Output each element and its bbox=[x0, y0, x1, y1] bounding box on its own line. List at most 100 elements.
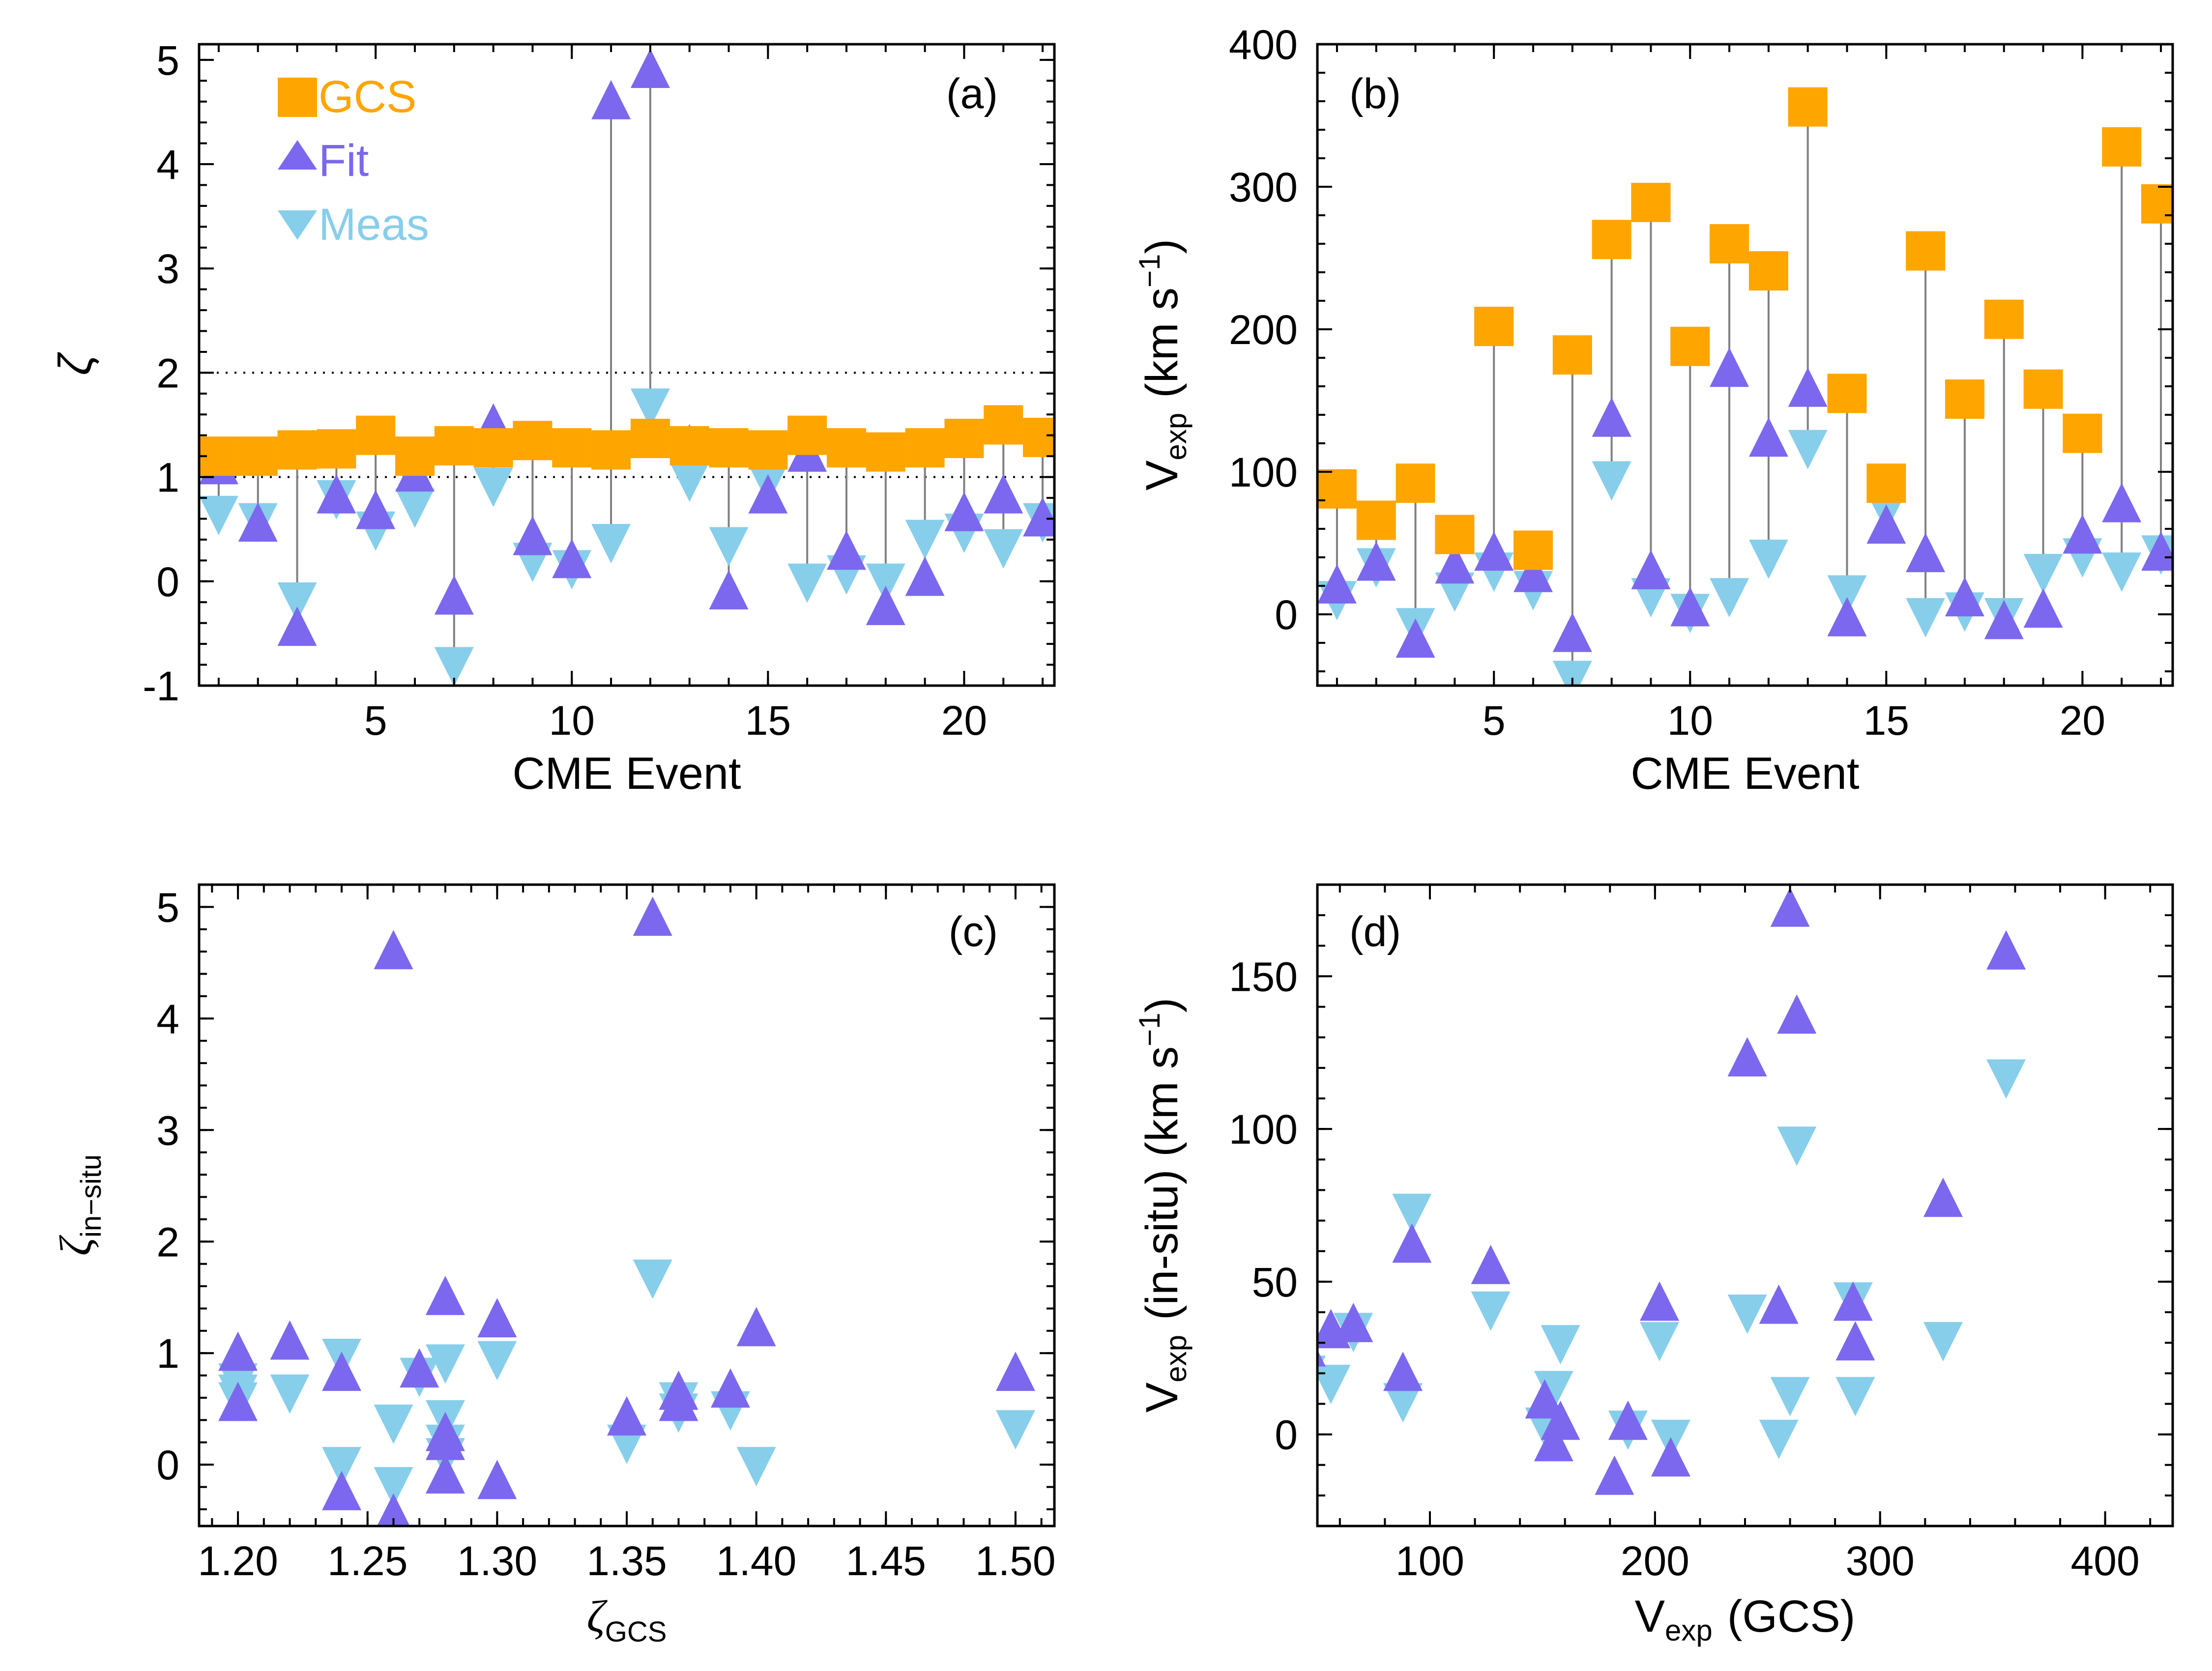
panel-a-meas-point bbox=[866, 563, 905, 603]
panel-a-gcs-point bbox=[748, 430, 788, 470]
panel-c-label: (c) bbox=[949, 908, 998, 955]
panel-a-gcs-point bbox=[866, 432, 905, 472]
panel-d-y-axis-title: Vexp(in-situ) (km s−1) bbox=[1133, 998, 1193, 1412]
legend-gcs-label: GCS bbox=[319, 72, 416, 122]
panel-b-fit-point bbox=[1513, 552, 1553, 592]
panel-c-fit-point bbox=[400, 1348, 439, 1388]
panel-a-gcs-point bbox=[552, 428, 592, 468]
panel-b-gcs-point bbox=[1748, 251, 1788, 291]
panel-a-gcs-point bbox=[1023, 417, 1054, 457]
panel-b-fit-point bbox=[1945, 577, 1984, 617]
panel-b-x-axis-title: CME Event bbox=[1630, 749, 1859, 799]
panel-c-x-axis-title: ζGCS bbox=[587, 1591, 667, 1648]
panel-b-y-tick-label: 300 bbox=[1229, 164, 1298, 210]
panel-b-fit-point bbox=[1435, 544, 1475, 584]
panel-a-x-tick-label: 15 bbox=[745, 697, 791, 744]
panel-a-fit-point bbox=[277, 606, 317, 646]
panel-a-meas-point bbox=[669, 462, 709, 502]
panel-a-fit-point bbox=[826, 530, 866, 570]
panel-b-y-tick-label: 100 bbox=[1229, 449, 1298, 495]
panel-a-fit-point bbox=[317, 474, 356, 514]
panel-c-meas-point bbox=[736, 1447, 776, 1487]
panel-a-meas-point bbox=[984, 529, 1023, 569]
panel-b-fit-point bbox=[1710, 347, 1749, 387]
panel-a-gcs-point bbox=[238, 436, 278, 476]
panel-a-gcs-point bbox=[356, 415, 396, 455]
panel-d-meas-point bbox=[1835, 1377, 1875, 1416]
panel-b-fit-point bbox=[2141, 531, 2173, 571]
panel-b-y-tick-label: 0 bbox=[1275, 592, 1298, 638]
panel-a-gcs-point bbox=[944, 419, 984, 459]
panel-a-fit-point bbox=[238, 502, 278, 542]
panel-b-fit-point bbox=[2063, 514, 2102, 554]
panel-a-y-tick-label: 2 bbox=[156, 350, 179, 396]
panel-b-fit-point bbox=[2023, 588, 2063, 628]
panel-a-meas-point bbox=[905, 519, 945, 559]
panel-b-gcs-point bbox=[1984, 299, 2024, 339]
panel-d-fit-point bbox=[1608, 1400, 1648, 1440]
panel-b-x-tick-label: 5 bbox=[1483, 697, 1506, 744]
panel-a-fit-point bbox=[513, 516, 553, 555]
panel-a-fit-point bbox=[434, 575, 474, 615]
panel-b-meas-point bbox=[1552, 661, 1592, 686]
panel-c-fit-point bbox=[425, 1420, 465, 1460]
panel-a-gcs-point bbox=[826, 428, 866, 468]
panel-b-fit-point bbox=[1396, 618, 1435, 658]
panel-a-meas-point bbox=[395, 489, 435, 528]
panel-b-fit-point bbox=[1827, 597, 1867, 636]
panel-a-gcs-point bbox=[591, 430, 631, 470]
panel-d-y-tick-label: 150 bbox=[1229, 953, 1298, 1000]
panel-b-fit-point bbox=[2102, 483, 2142, 522]
panel-c-fit-point bbox=[710, 1368, 750, 1408]
panel-b-meas-point bbox=[1827, 575, 1867, 615]
panel-b-fit-point bbox=[1552, 612, 1592, 652]
panel-a-meas-point bbox=[630, 388, 670, 428]
panel-a-y-tick-label: -1 bbox=[143, 663, 179, 709]
panel-a-x-tick-label: 20 bbox=[941, 697, 987, 744]
panel-b-x-tick-label: 20 bbox=[2060, 697, 2105, 744]
panel-b-meas-point bbox=[1748, 540, 1788, 579]
panel-d-meas-point bbox=[1986, 1059, 2026, 1099]
panel-d-vexp-scatter: 100 200 300 400 0 50 100 150 (d) Vexp (GCS) Vexp… bbox=[1133, 883, 2174, 1647]
panel-d-fit-point bbox=[1595, 1455, 1634, 1495]
panel-a-meas-point bbox=[591, 524, 631, 564]
panel-a-y-tick-label: 3 bbox=[156, 246, 179, 292]
panel-c-fit-point bbox=[607, 1396, 646, 1436]
panel-c-y-tick-label: 0 bbox=[156, 1442, 179, 1488]
panel-a-fit-point bbox=[905, 556, 945, 596]
panel-c-x-tick-label: 1.25 bbox=[327, 1538, 408, 1584]
panel-a-x-tick-label: 5 bbox=[364, 697, 387, 744]
panel-d-fit-point bbox=[1986, 930, 2026, 970]
panel-b-gcs-point bbox=[1710, 224, 1749, 263]
panel-b-meas-point bbox=[1906, 598, 1946, 637]
panel-b-gcs-point bbox=[1866, 463, 1906, 503]
panel-c-fit-point bbox=[322, 1470, 361, 1510]
panel-b-gcs-point bbox=[1474, 307, 1514, 346]
panel-b-gcs-point bbox=[1906, 231, 1946, 271]
panel-d-fit-point bbox=[1392, 1223, 1432, 1263]
panel-c-meas-point bbox=[995, 1410, 1035, 1450]
panel-d-meas-point bbox=[1392, 1193, 1432, 1233]
panel-a-x-axis-title: CME Event bbox=[512, 749, 741, 799]
panel-a-meas-point bbox=[787, 563, 827, 603]
panel-a-gcs-point bbox=[984, 405, 1023, 445]
panel-c-meas-point bbox=[322, 1447, 361, 1487]
panel-b-gcs-point bbox=[1396, 463, 1435, 503]
panel-b-x-tick-label: 10 bbox=[1667, 697, 1713, 744]
panel-b-gcs-point bbox=[2063, 413, 2102, 453]
panel-a-fit-point bbox=[944, 491, 984, 531]
legend-gcs-marker bbox=[278, 78, 317, 117]
panel-d-meas-point bbox=[1759, 1419, 1799, 1459]
panel-d-x-tick-label: 400 bbox=[2071, 1538, 2140, 1584]
panel-b-fit-point bbox=[1474, 531, 1514, 571]
panel-d-meas-point bbox=[1541, 1325, 1580, 1365]
panel-c-x-tick-label: 1.35 bbox=[586, 1538, 667, 1584]
panel-c-fit-point bbox=[633, 896, 672, 936]
panel-d-x-tick-label: 100 bbox=[1396, 1538, 1464, 1584]
panel-c-fit-point bbox=[377, 1493, 410, 1526]
panel-c-fit-point bbox=[477, 1298, 517, 1338]
panel-d-fit-point bbox=[1759, 1284, 1799, 1324]
panel-a-gcs-point bbox=[473, 428, 513, 468]
panel-b-label: (b) bbox=[1349, 70, 1401, 117]
